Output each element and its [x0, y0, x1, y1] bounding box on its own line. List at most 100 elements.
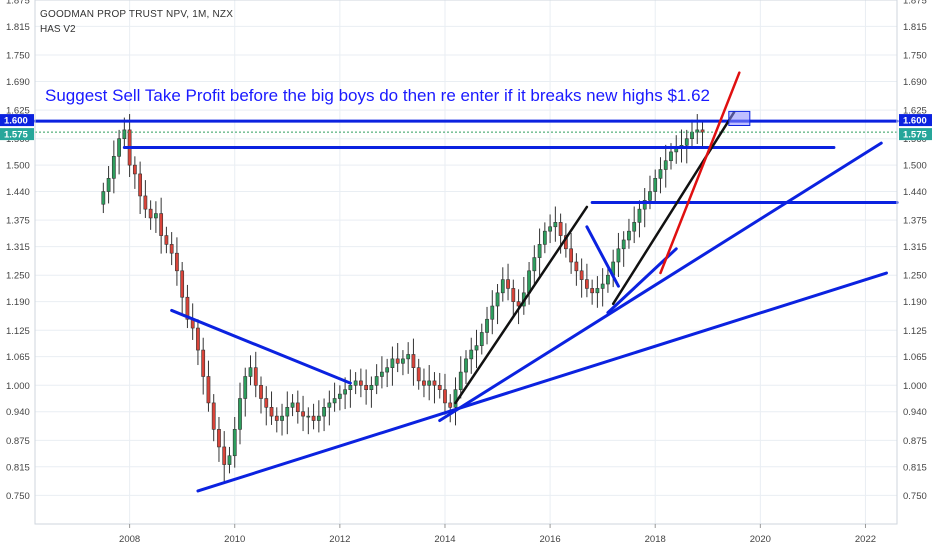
candle-body [359, 380, 363, 386]
candle-body [148, 208, 153, 219]
candle-body [458, 371, 463, 390]
y-tick-label-right: 1.625 [903, 106, 927, 117]
y-tick-label-left: 0.750 [6, 491, 30, 502]
y-tick-label-left: 1.500 [6, 161, 30, 172]
candle-body [422, 380, 426, 386]
y-tick-label-right: 1.690 [903, 77, 927, 88]
candle-body [395, 358, 400, 364]
candle-body [222, 446, 227, 465]
candle-body [606, 274, 610, 285]
candle-body [243, 376, 248, 399]
y-tick-label-left: 1.815 [6, 22, 30, 33]
y-tick-label-right: 1.125 [903, 326, 927, 337]
y-tick-label-left: 1.065 [6, 352, 30, 363]
candle-body [443, 389, 447, 404]
candle-body [406, 354, 411, 360]
candle-body [343, 389, 347, 395]
candle-body [106, 178, 111, 192]
price-badge-label-left: 1.575 [4, 130, 28, 141]
annotation-text[interactable]: Suggest Sell Take Profit before the big … [45, 86, 710, 105]
candle-body [479, 332, 484, 346]
candle-body [669, 151, 673, 162]
price-badge-label-right: 1.575 [903, 130, 927, 141]
candle-body [401, 358, 405, 364]
candle-body [453, 389, 458, 408]
y-tick-label-right: 1.815 [903, 22, 927, 33]
y-tick-label-right: 0.750 [903, 491, 927, 502]
y-tick-label-left: 1.690 [6, 77, 30, 88]
candle-body [616, 248, 621, 263]
candle-body [111, 156, 116, 179]
candle-body [238, 398, 242, 430]
candle-body [532, 257, 537, 272]
candle-body [211, 402, 216, 430]
candle-body [169, 244, 174, 254]
candle-body [590, 288, 595, 294]
candle-body [600, 283, 605, 289]
blue-trendline [438, 141, 883, 423]
chart-title: GOODMAN PROP TRUST NPV, 1M, NZX [40, 9, 234, 20]
price-badge-layer: 1.600 1.600 1.575 1.575 [0, 114, 932, 141]
candle-body [117, 138, 121, 157]
x-tick-label: 2016 [540, 534, 561, 545]
candle-body [306, 415, 311, 418]
candle-body [700, 129, 705, 133]
y-tick-label-left: 1.190 [6, 297, 30, 308]
y-tick-label-left: 1.875 [6, 0, 30, 7]
candle-body [154, 213, 158, 219]
candle-body [437, 384, 442, 390]
candle-body [537, 244, 542, 258]
red-trendline [659, 71, 741, 275]
candle-body [490, 305, 495, 320]
candle-body [132, 164, 137, 175]
candle-body [353, 380, 358, 386]
candle-body [201, 349, 206, 377]
candle-body [506, 279, 510, 289]
candle-body [180, 270, 185, 298]
candle-body [374, 376, 379, 386]
candle-body [369, 384, 374, 390]
candle-body [206, 376, 211, 404]
drawing-layer[interactable] [33, 71, 899, 493]
black-trendline [611, 111, 736, 306]
price-badge-right [899, 128, 932, 141]
y-tick-label-right: 0.875 [903, 436, 927, 447]
indicator-label: HAS V2 [40, 24, 76, 35]
y-tick-label-left: 1.250 [6, 271, 30, 282]
candle-body [511, 288, 516, 302]
candle-body [648, 191, 652, 201]
y-tick-label-right: 1.250 [903, 271, 927, 282]
y-tick-label-right: 1.750 [903, 51, 927, 62]
y-tick-label-right: 1.065 [903, 352, 927, 363]
price-badge-left [0, 114, 34, 127]
y-tick-label-right: 1.440 [903, 187, 927, 198]
candle-body [585, 279, 589, 289]
candle-body [653, 178, 658, 192]
y-tick-label-right: 1.375 [903, 216, 927, 227]
price-badge-right [899, 114, 932, 127]
candle-body [175, 252, 179, 272]
candle-body [138, 173, 142, 197]
candle-body [574, 261, 579, 272]
target-zone-box [728, 110, 751, 126]
y-tick-label-right: 1.000 [903, 381, 927, 392]
y-tick-label-left: 0.815 [6, 462, 30, 473]
x-tick-label: 2022 [855, 534, 876, 545]
candle-body [337, 393, 342, 399]
candle-body [695, 129, 700, 133]
candle-body [385, 367, 390, 373]
candle-body [621, 239, 626, 250]
candle-body [285, 407, 290, 417]
candle-body [332, 398, 337, 404]
y-tick-label-right: 1.190 [903, 297, 927, 308]
blue-trendline [170, 308, 352, 385]
plot-frame [34, 0, 898, 525]
candle-body [248, 367, 253, 377]
candle-body [516, 301, 521, 307]
y-tick-label-left: 1.440 [6, 187, 30, 198]
candle-body [259, 384, 263, 399]
price-badge-label-left: 1.600 [4, 116, 28, 127]
y-tick-label-left: 0.875 [6, 436, 30, 447]
